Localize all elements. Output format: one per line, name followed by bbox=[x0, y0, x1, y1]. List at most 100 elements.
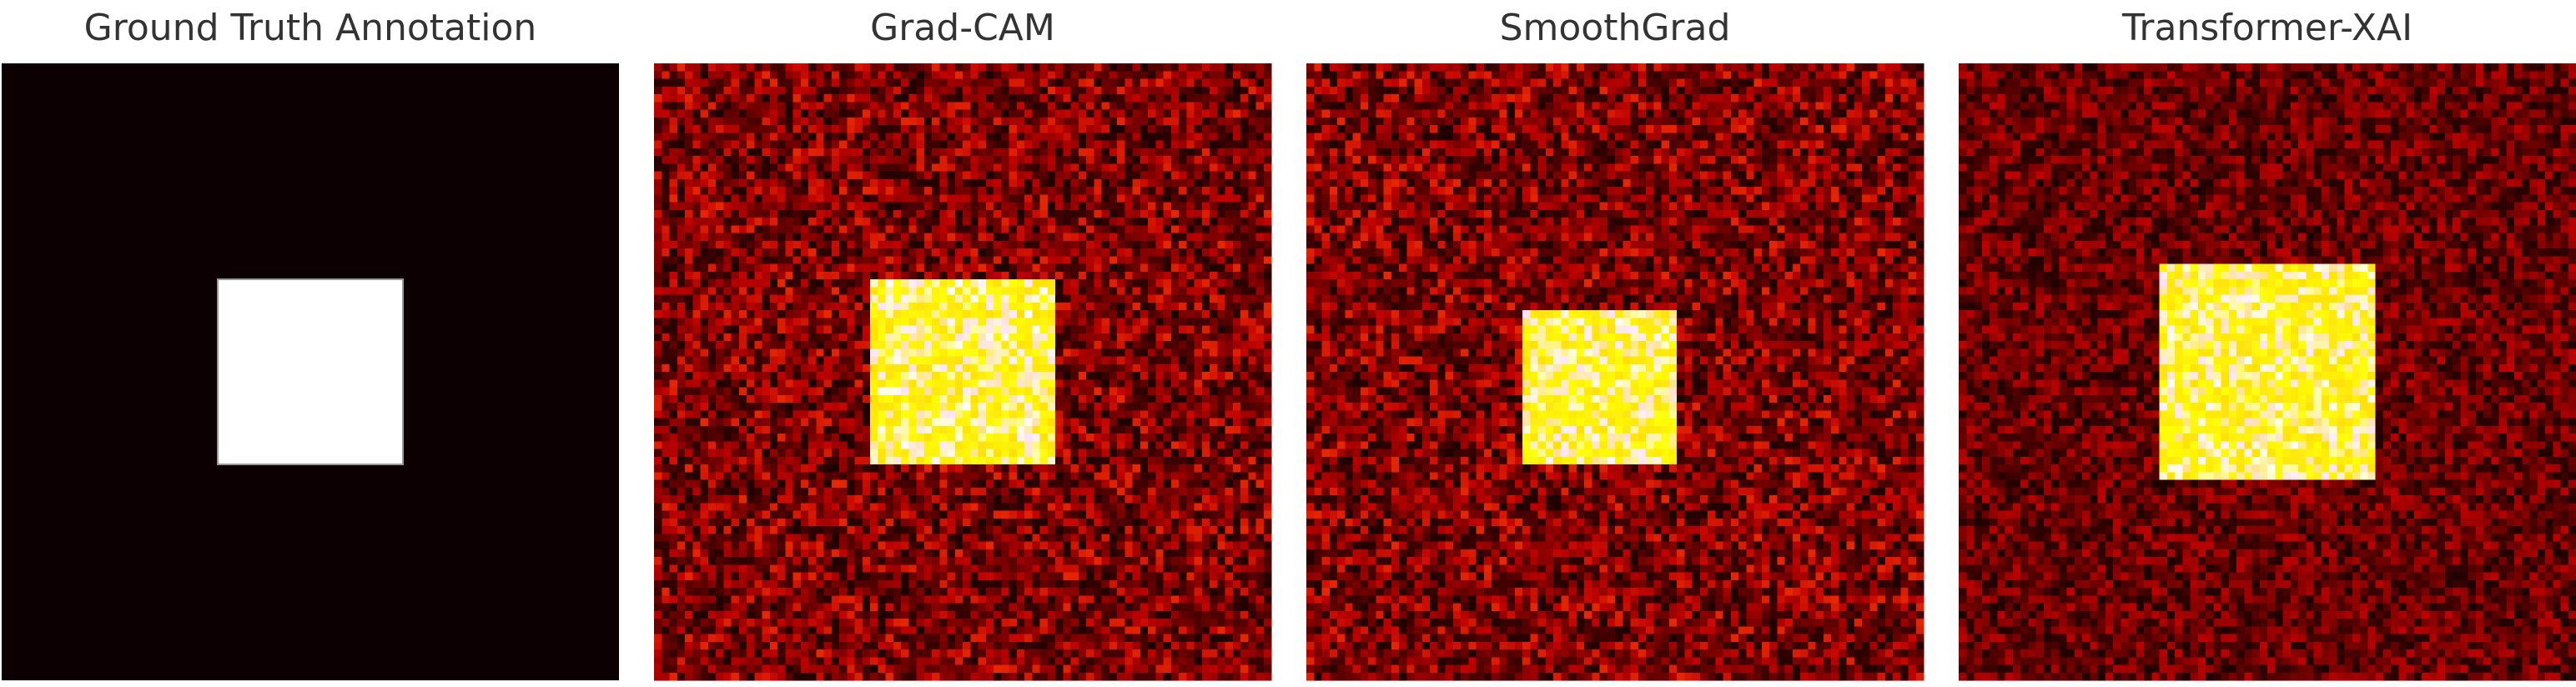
heatmap-cell bbox=[692, 271, 702, 280]
heatmap-cell bbox=[685, 434, 693, 442]
heatmap-cell bbox=[785, 472, 794, 481]
heatmap-cell bbox=[1047, 534, 1056, 543]
heatmap-cell bbox=[1070, 310, 1079, 318]
heatmap-cell bbox=[1124, 456, 1134, 465]
heatmap-cell bbox=[1170, 310, 1180, 318]
heatmap-cell bbox=[1210, 248, 1218, 257]
heatmap-cell bbox=[800, 534, 809, 543]
heatmap-cell bbox=[1016, 171, 1025, 180]
heatmap-cell bbox=[1101, 279, 1110, 288]
heatmap-cell bbox=[716, 472, 724, 481]
heatmap-cell bbox=[754, 341, 763, 349]
heatmap-cell bbox=[1194, 171, 1203, 180]
heatmap-cell bbox=[1263, 472, 1272, 481]
heatmap-cell bbox=[970, 349, 979, 358]
heatmap-cell bbox=[978, 102, 987, 111]
heatmap-cell bbox=[1155, 472, 1165, 481]
heatmap-cell bbox=[1009, 403, 1018, 411]
heatmap-cell bbox=[862, 495, 871, 504]
heatmap-cell bbox=[692, 78, 702, 88]
heatmap-cell bbox=[1163, 225, 1172, 234]
heatmap-cell bbox=[654, 534, 662, 543]
heatmap-cell bbox=[893, 171, 902, 180]
heatmap-cell bbox=[1170, 240, 1180, 249]
heatmap-cell bbox=[1063, 94, 1072, 103]
heatmap-cell bbox=[885, 271, 894, 280]
heatmap-cell bbox=[901, 256, 909, 265]
heatmap-cell bbox=[1132, 356, 1141, 365]
heatmap-cell bbox=[823, 479, 833, 489]
heatmap-cell bbox=[954, 487, 963, 496]
heatmap-cell bbox=[662, 271, 671, 280]
heatmap-cell bbox=[1240, 425, 1249, 434]
heatmap-cell bbox=[762, 178, 771, 188]
heatmap-cell bbox=[839, 333, 848, 342]
heatmap-cell bbox=[747, 495, 755, 504]
heatmap-cell bbox=[1225, 218, 1234, 226]
heatmap-cell bbox=[769, 394, 778, 404]
heatmap-cell bbox=[916, 156, 925, 164]
heatmap-cell bbox=[1240, 202, 1249, 211]
heatmap-cell bbox=[762, 271, 771, 280]
heatmap-cell bbox=[1248, 109, 1257, 118]
heatmap-cell bbox=[916, 403, 925, 411]
heatmap-cell bbox=[754, 441, 763, 450]
heatmap-cell bbox=[963, 156, 971, 164]
heatmap-cell bbox=[1240, 163, 1249, 173]
heatmap-cell bbox=[685, 310, 693, 318]
heatmap-cell bbox=[1232, 248, 1241, 257]
heatmap-cell bbox=[1179, 518, 1187, 527]
heatmap-cell bbox=[916, 125, 925, 133]
heatmap-cell bbox=[893, 434, 902, 442]
heatmap-cell bbox=[1163, 503, 1172, 512]
heatmap-cell bbox=[692, 140, 702, 149]
heatmap-cell bbox=[747, 209, 755, 218]
heatmap-cell bbox=[1179, 456, 1187, 465]
heatmap-cell bbox=[1263, 526, 1272, 534]
heatmap-cell bbox=[723, 510, 732, 519]
heatmap-cell bbox=[792, 341, 802, 349]
heatmap-cell bbox=[932, 472, 940, 481]
heatmap-cell bbox=[1070, 356, 1079, 365]
heatmap-cell bbox=[1217, 510, 1226, 519]
heatmap-cell bbox=[1194, 148, 1203, 157]
heatmap-cell bbox=[831, 171, 840, 180]
heatmap-cell bbox=[662, 333, 671, 342]
heatmap-cell bbox=[854, 187, 863, 195]
heatmap-cell bbox=[878, 194, 887, 203]
heatmap-cell bbox=[662, 302, 671, 311]
heatmap-cell bbox=[1101, 495, 1110, 504]
heatmap-cell bbox=[747, 479, 755, 489]
heatmap-cell bbox=[1155, 233, 1165, 242]
heatmap-cell bbox=[1201, 487, 1210, 496]
heatmap-cell bbox=[1225, 333, 1234, 342]
heatmap-cell bbox=[1009, 78, 1018, 88]
heatmap-cell bbox=[978, 341, 987, 349]
heatmap-cell bbox=[1109, 248, 1118, 257]
heatmap-cell bbox=[854, 140, 863, 149]
heatmap-cell bbox=[785, 434, 794, 442]
heatmap-cell bbox=[1248, 464, 1257, 473]
heatmap-cell bbox=[1070, 349, 1079, 358]
heatmap-cell bbox=[1263, 248, 1272, 257]
heatmap-cell bbox=[1255, 109, 1265, 118]
heatmap-cell bbox=[677, 495, 686, 504]
heatmap-cell bbox=[1047, 287, 1056, 296]
heatmap-cell bbox=[1170, 472, 1180, 481]
heatmap-cell bbox=[723, 178, 732, 188]
heatmap-cell bbox=[947, 456, 956, 465]
heatmap-cell bbox=[816, 526, 825, 534]
heatmap-cell bbox=[1124, 379, 1134, 389]
heatmap-cell bbox=[1078, 117, 1087, 126]
heatmap-cell bbox=[932, 418, 940, 427]
heatmap-cell bbox=[747, 410, 755, 419]
heatmap-cell bbox=[1132, 510, 1141, 519]
heatmap-cell bbox=[839, 441, 848, 450]
heatmap-cell bbox=[1063, 225, 1072, 234]
heatmap-cell bbox=[847, 117, 856, 126]
heatmap-cell bbox=[1225, 325, 1234, 334]
heatmap-cell bbox=[1163, 156, 1172, 164]
heatmap-cell bbox=[1070, 487, 1079, 496]
heatmap-cell bbox=[994, 117, 1002, 126]
heatmap-cell bbox=[1263, 456, 1272, 465]
